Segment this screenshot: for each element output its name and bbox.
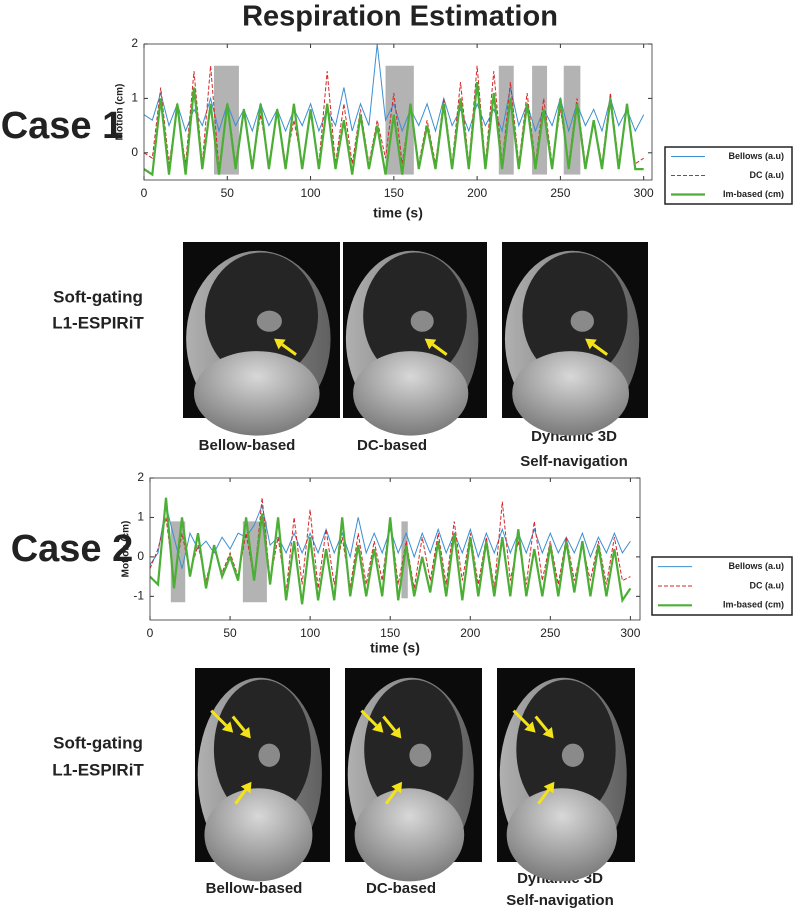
x-tick-label: 250 <box>540 626 560 640</box>
method-label: Soft-gating <box>53 287 143 306</box>
liver <box>512 351 630 436</box>
case-label: Case 2 <box>11 528 134 570</box>
arrow-shaft <box>234 789 247 805</box>
arrow-shaft <box>382 715 397 732</box>
caption: Self-navigation <box>506 892 614 909</box>
liver <box>204 788 313 882</box>
x-tick-label: 150 <box>384 186 404 200</box>
x-axis-label: time (s) <box>373 205 423 221</box>
series-line <box>150 497 632 605</box>
legend-label: Im-based (cm) <box>723 600 784 610</box>
caption: DC-based <box>366 880 436 897</box>
x-axis-label: time (s) <box>370 640 420 656</box>
vessel <box>570 310 594 332</box>
arrow-shaft <box>431 343 448 356</box>
x-tick-label: 200 <box>460 626 480 640</box>
arrow-shaft <box>384 789 398 805</box>
method-label: Soft-gating <box>53 733 143 752</box>
series-line <box>144 81 644 177</box>
series-line <box>150 503 631 569</box>
y-tick-label: 1 <box>131 91 138 105</box>
vessel <box>561 743 584 767</box>
y-axis-label: Motion (cm) <box>121 521 132 578</box>
liver <box>353 351 469 436</box>
x-tick-label: 50 <box>221 186 235 200</box>
arrow-head <box>372 721 384 733</box>
x-tick-label: 100 <box>300 626 320 640</box>
legend-label: DC (a.u) <box>750 170 785 180</box>
caption: Bellow-based <box>199 437 296 454</box>
case-label: Case 1 <box>1 105 124 147</box>
method-label: L1-ESPIRiT <box>52 760 144 779</box>
vessel <box>409 743 432 767</box>
arrow-head <box>239 726 251 739</box>
y-tick-label: 1 <box>137 510 144 524</box>
liver <box>354 788 465 882</box>
method-label: L1-ESPIRiT <box>52 313 144 332</box>
x-tick-label: 0 <box>141 186 148 200</box>
arrow-head <box>391 781 403 794</box>
arrow-shaft <box>592 343 609 356</box>
vessel <box>258 743 281 767</box>
y-axis-label: Motion (cm) <box>115 84 126 141</box>
x-tick-label: 200 <box>467 186 487 200</box>
legend-label: Im-based (cm) <box>723 189 784 199</box>
vessel <box>410 310 434 332</box>
arrow-head <box>221 721 234 733</box>
axes-frame <box>143 43 653 181</box>
arrow-head <box>543 781 555 794</box>
arrow-shaft <box>534 715 549 732</box>
liver <box>506 788 618 882</box>
arrow-shaft <box>281 343 297 356</box>
y-tick-label: 0 <box>131 145 138 159</box>
axes-frame <box>149 477 641 621</box>
figure-title: Respiration Estimation <box>242 1 558 33</box>
arrow-head <box>524 721 536 733</box>
x-tick-label: 250 <box>550 186 570 200</box>
arrow-head <box>240 781 252 794</box>
x-tick-label: 300 <box>620 626 640 640</box>
y-tick-label: -1 <box>133 589 144 603</box>
y-tick-label: 0 <box>137 549 144 563</box>
legend-label: Bellows (a.u) <box>728 561 784 571</box>
x-tick-label: 100 <box>301 186 321 200</box>
x-tick-label: 300 <box>634 186 654 200</box>
arrow-shaft <box>210 709 228 727</box>
x-tick-label: 50 <box>223 626 237 640</box>
caption: DC-based <box>357 437 427 454</box>
arrow-shaft <box>537 789 550 805</box>
x-tick-label: 150 <box>380 626 400 640</box>
liver <box>193 351 320 436</box>
arrow-head <box>542 726 554 739</box>
legend-label: DC (a.u) <box>750 580 785 590</box>
x-tick-label: 0 <box>147 626 154 640</box>
arrow-shaft <box>512 709 530 727</box>
y-tick-label: 2 <box>137 470 144 484</box>
arrow-head <box>585 338 597 350</box>
caption: Self-navigation <box>520 453 628 470</box>
arrow-shaft <box>231 715 246 732</box>
legend-label: Bellows (a.u) <box>728 151 784 161</box>
y-tick-label: 2 <box>131 36 138 50</box>
caption: Bellow-based <box>206 880 303 897</box>
arrow-head <box>424 338 437 350</box>
arrow-head <box>274 338 286 350</box>
arrow-shaft <box>360 709 378 727</box>
vessel <box>256 310 282 332</box>
arrow-head <box>390 726 402 739</box>
